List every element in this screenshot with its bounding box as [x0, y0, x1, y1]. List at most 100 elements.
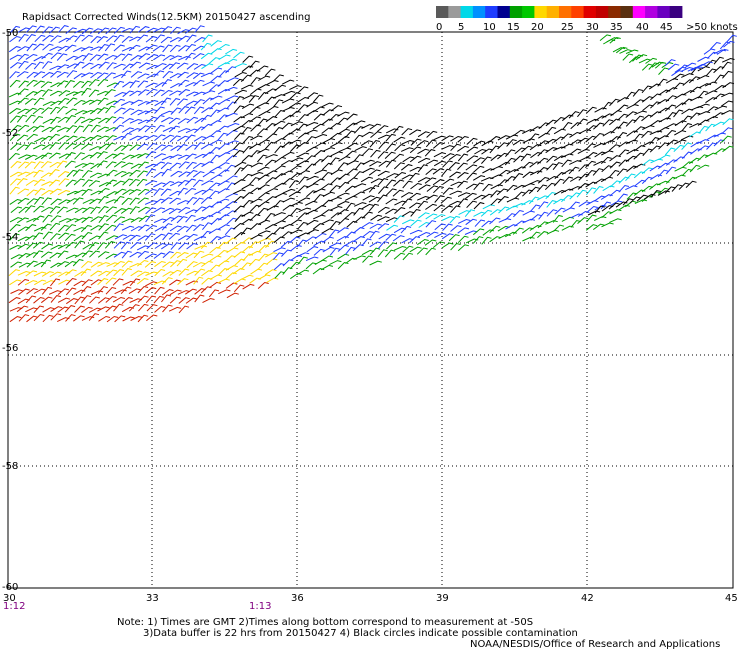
wind-barb	[184, 187, 197, 195]
wind-barb	[585, 224, 598, 231]
wind-barb	[586, 205, 598, 213]
wind-barb	[162, 63, 174, 71]
wind-barb	[464, 230, 478, 235]
wind-barb	[409, 129, 422, 136]
wind-barb	[514, 147, 526, 155]
wind-barb	[200, 230, 212, 239]
wind-barb	[138, 303, 149, 312]
wind-barb	[66, 298, 78, 305]
wind-barb	[209, 146, 221, 155]
wind-barb	[74, 34, 85, 43]
wind-barb	[90, 36, 102, 44]
wind-barb	[80, 72, 94, 78]
wind-barb	[234, 71, 247, 78]
wind-barb	[193, 63, 206, 70]
wind-barb	[145, 281, 158, 287]
wind-barb	[120, 172, 134, 178]
wind-barb	[193, 216, 207, 222]
wind-barb	[96, 90, 110, 96]
wind-barb	[17, 197, 30, 205]
wind-barb	[369, 139, 381, 148]
wind-barb	[201, 107, 214, 114]
wind-barb	[330, 169, 343, 176]
wind-barb	[401, 219, 415, 225]
wind-barb	[137, 73, 150, 79]
wind-barb	[42, 35, 54, 42]
wind-barb	[257, 154, 268, 163]
wind-barb	[88, 313, 100, 321]
wind-barb	[96, 135, 110, 141]
wind-barb	[17, 236, 31, 242]
wind-barb	[193, 99, 205, 107]
wind-barb	[154, 242, 167, 249]
wind-barb	[674, 166, 687, 172]
wind-barb	[105, 295, 117, 303]
wind-barb	[192, 197, 204, 206]
wind-barb	[353, 255, 366, 261]
wind-barb	[562, 122, 573, 131]
wind-barb	[545, 191, 557, 200]
wind-barb	[296, 152, 310, 158]
wind-barb	[265, 252, 278, 258]
wind-barb	[473, 211, 486, 217]
wind-barb	[593, 223, 605, 230]
wind-barb	[114, 315, 126, 323]
wind-barb	[113, 223, 124, 232]
wind-barb	[410, 138, 422, 146]
wind-barb	[146, 314, 158, 322]
wind-barb	[353, 171, 364, 179]
wind-barb	[144, 109, 158, 115]
wind-barb	[258, 274, 271, 280]
wind-barb	[128, 288, 141, 295]
wind-barb	[368, 184, 380, 193]
wind-barb	[9, 54, 22, 61]
wind-barb	[537, 221, 549, 229]
wind-barb	[18, 80, 29, 89]
wind-barb	[146, 64, 159, 71]
wind-barb	[609, 36, 621, 44]
wind-barb	[457, 135, 469, 143]
wind-barb	[241, 274, 254, 280]
wind-barb	[529, 231, 541, 240]
wind-barb	[105, 235, 119, 241]
wind-barb	[17, 278, 30, 286]
wind-barb	[434, 223, 446, 231]
wind-barb	[282, 114, 295, 121]
wind-barb	[186, 72, 199, 79]
wind-barb	[153, 252, 166, 259]
wind-barb	[290, 229, 303, 235]
wind-barb	[594, 107, 607, 113]
wind-barb	[224, 164, 236, 173]
wind-barb	[346, 160, 359, 166]
wind-barb	[17, 46, 30, 52]
wind-barb	[681, 142, 692, 150]
wind-barb	[569, 160, 582, 165]
wind-barb	[264, 224, 278, 230]
wind-barb	[49, 65, 63, 71]
wind-barb	[162, 261, 174, 268]
wind-barb	[177, 278, 189, 285]
wind-barb	[113, 251, 126, 258]
wind-barb	[473, 202, 485, 210]
wind-barb	[66, 169, 78, 178]
wind-barb	[281, 79, 295, 85]
wind-barb	[25, 224, 37, 232]
time-label: 1:12	[3, 601, 25, 612]
wind-barb	[72, 143, 85, 150]
wind-barb	[217, 224, 230, 230]
wind-barb	[26, 43, 37, 52]
wind-barb	[609, 161, 621, 169]
wind-barb	[185, 100, 198, 107]
wind-barb	[122, 63, 134, 71]
wind-barb	[448, 200, 462, 206]
wind-barb	[42, 314, 54, 323]
wind-barb	[385, 133, 396, 142]
wind-barb	[81, 143, 93, 150]
wind-barb	[24, 98, 37, 105]
wind-barb	[120, 241, 132, 250]
wind-barb	[161, 277, 173, 285]
wind-barb	[377, 178, 389, 186]
wind-barb	[32, 125, 45, 132]
wind-barb	[225, 193, 238, 199]
wind-barb	[34, 154, 47, 161]
